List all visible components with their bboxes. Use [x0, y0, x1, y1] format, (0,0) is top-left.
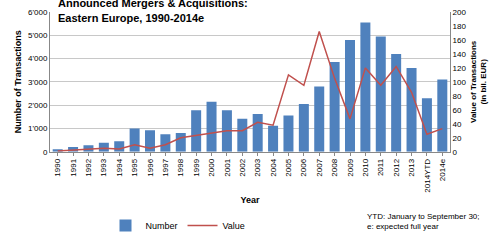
svg-text:1993: 1993: [99, 158, 108, 176]
svg-text:YTD: January to September 30;e: YTD: January to September 30;e: expected…: [367, 212, 480, 231]
svg-text:Number of Transactions: Number of Transactions: [13, 30, 23, 133]
svg-text:1994: 1994: [115, 158, 124, 176]
svg-text:2'000: 2'000: [28, 101, 48, 110]
svg-text:6'000: 6'000: [28, 8, 48, 17]
svg-text:2002: 2002: [238, 158, 247, 176]
svg-text:2007: 2007: [315, 158, 324, 176]
svg-text:2003: 2003: [253, 158, 262, 176]
svg-text:2011: 2011: [376, 158, 385, 176]
svg-text:1991: 1991: [69, 158, 78, 176]
svg-text:2014e: 2014e: [438, 158, 447, 181]
svg-text:1999: 1999: [192, 158, 201, 176]
svg-text:1992: 1992: [84, 158, 93, 176]
svg-text:2010: 2010: [361, 158, 370, 176]
svg-text:2000: 2000: [207, 158, 216, 176]
svg-text:1995: 1995: [130, 158, 139, 176]
svg-text:80: 80: [453, 92, 462, 101]
svg-text:4'000: 4'000: [28, 54, 48, 63]
svg-text:60: 60: [453, 106, 462, 115]
svg-text:2006: 2006: [299, 158, 308, 176]
svg-text:160: 160: [453, 36, 467, 45]
svg-text:20: 20: [453, 134, 462, 143]
svg-text:100: 100: [453, 78, 467, 87]
svg-text:1'000: 1'000: [28, 124, 48, 133]
svg-text:2005: 2005: [284, 158, 293, 176]
svg-text:180: 180: [453, 22, 467, 31]
svg-text:2014YTD: 2014YTD: [423, 159, 432, 193]
svg-text:120: 120: [453, 64, 467, 73]
svg-text:Number: Number: [146, 221, 178, 231]
svg-text:140: 140: [453, 50, 467, 59]
svg-text:5'000: 5'000: [28, 31, 48, 40]
svg-text:Value of Transactions(in bil.: Value of Transactions(in bil. EUR): [469, 40, 488, 123]
svg-text:2001: 2001: [223, 158, 232, 176]
svg-text:1996: 1996: [146, 158, 155, 176]
svg-text:Year: Year: [240, 195, 260, 205]
svg-text:1998: 1998: [176, 158, 185, 176]
svg-text:1997: 1997: [161, 158, 170, 176]
svg-text:0: 0: [43, 148, 48, 157]
svg-text:200: 200: [453, 8, 467, 17]
svg-text:3'000: 3'000: [28, 78, 48, 87]
svg-text:40: 40: [453, 120, 462, 129]
svg-text:2004: 2004: [269, 158, 278, 176]
svg-text:2008: 2008: [330, 158, 339, 176]
svg-text:0: 0: [453, 148, 458, 157]
svg-text:Announced Mergers & Acquisitio: Announced Mergers & Acquisitions:Eastern…: [58, 0, 248, 23]
svg-text:2012: 2012: [392, 158, 401, 176]
svg-text:2013: 2013: [407, 158, 416, 176]
svg-text:2009: 2009: [346, 158, 355, 176]
svg-text:Value: Value: [223, 221, 245, 231]
svg-text:1990: 1990: [53, 158, 62, 176]
